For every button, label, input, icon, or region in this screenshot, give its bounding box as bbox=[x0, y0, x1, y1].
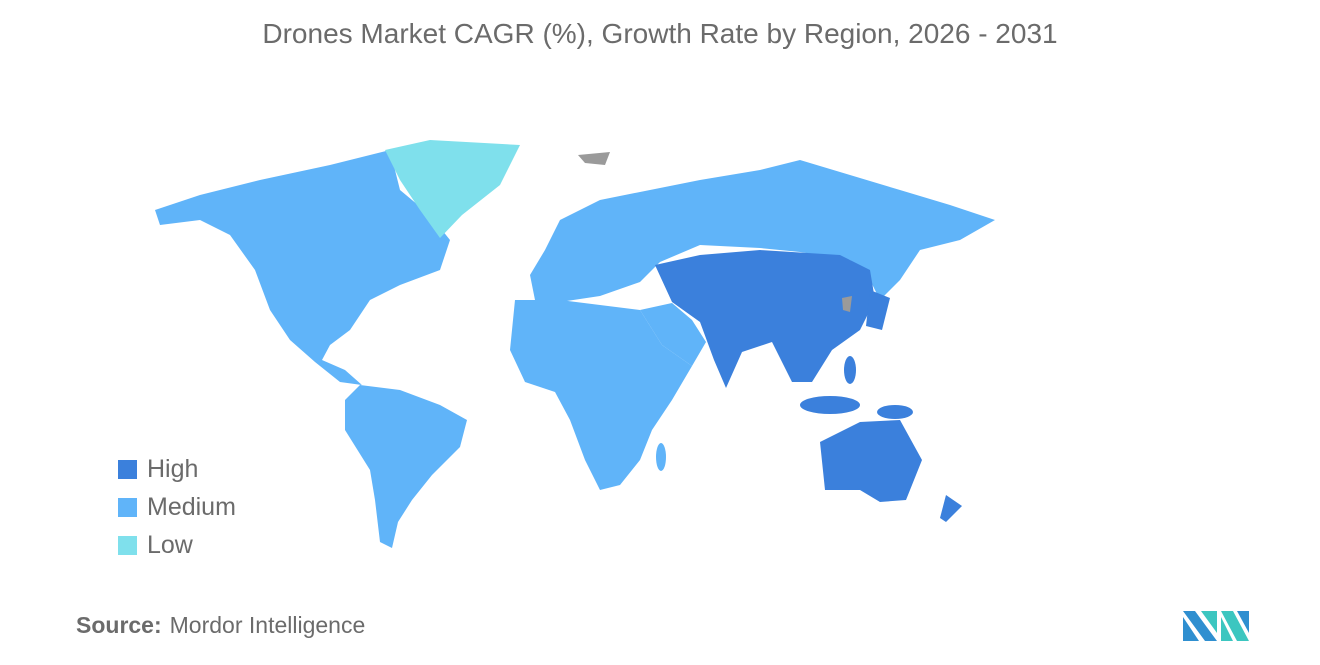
legend-swatch-low bbox=[118, 535, 137, 555]
mordor-intelligence-logo bbox=[1183, 611, 1249, 641]
region-europe-russia bbox=[530, 160, 995, 302]
region-north-america bbox=[155, 150, 450, 385]
region-africa bbox=[510, 300, 692, 490]
region-asia bbox=[655, 250, 875, 388]
legend-label: Low bbox=[147, 530, 193, 559]
region-indonesia bbox=[800, 396, 860, 414]
legend-item-medium: Medium bbox=[118, 488, 236, 526]
legend-item-low: Low bbox=[118, 526, 236, 564]
legend-swatch-medium bbox=[118, 497, 137, 517]
region-middle-east bbox=[640, 303, 706, 366]
source-value: Mordor Intelligence bbox=[169, 612, 366, 638]
region-japan bbox=[866, 290, 890, 330]
legend-label: High bbox=[147, 454, 199, 483]
region-no-data-korea bbox=[842, 296, 852, 312]
region-no-data-svalbard bbox=[578, 152, 610, 165]
source-note: Source: Mordor Intelligence bbox=[76, 612, 365, 639]
legend-item-high: High bbox=[118, 450, 236, 488]
region-australia bbox=[820, 420, 922, 502]
region-new-zealand bbox=[940, 495, 962, 522]
region-philippines bbox=[844, 356, 856, 384]
chart-title: Drones Market CAGR (%), Growth Rate by R… bbox=[262, 18, 1058, 49]
region-greenland bbox=[385, 140, 520, 238]
region-madagascar bbox=[656, 443, 666, 471]
region-new-guinea bbox=[877, 405, 913, 419]
legend: High Medium Low bbox=[118, 450, 236, 564]
legend-label: Medium bbox=[147, 492, 236, 521]
source-label: Source: bbox=[76, 612, 162, 638]
region-south-america bbox=[345, 385, 467, 548]
legend-swatch-high bbox=[118, 459, 137, 479]
